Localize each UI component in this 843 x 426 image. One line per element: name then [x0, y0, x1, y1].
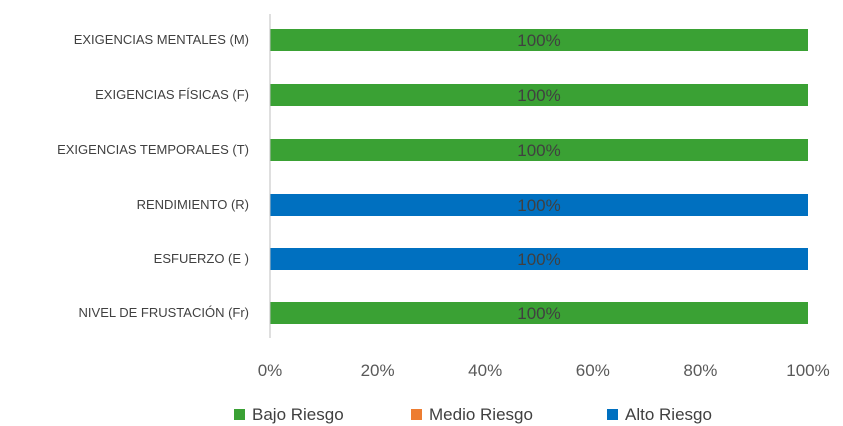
data-label-2: 100% — [517, 86, 560, 105]
x-tick-label-1: 0% — [258, 361, 283, 380]
x-tick-label-6: 100% — [786, 361, 829, 380]
category-label-2: EXIGENCIAS FÍSICAS (F) — [95, 87, 249, 102]
bar-1-series-1 — [270, 29, 808, 51]
category-label-1: EXIGENCIAS MENTALES (M) — [74, 32, 249, 47]
legend-swatch-3 — [607, 409, 618, 420]
data-label-4: 100% — [517, 196, 560, 215]
data-labels: 100% 100% 100% 100% 100% 100% — [517, 31, 560, 323]
legend-label-2: Medio Riesgo — [429, 405, 533, 424]
data-label-6: 100% — [517, 304, 560, 323]
x-tick-label-5: 80% — [683, 361, 717, 380]
bar-4-series-3 — [270, 194, 808, 216]
legend: Bajo Riesgo Medio Riesgo Alto Riesgo — [234, 405, 712, 424]
data-label-3: 100% — [517, 141, 560, 160]
legend-swatch-1 — [234, 409, 245, 420]
bar-5-series-3 — [270, 248, 808, 270]
category-label-3: EXIGENCIAS TEMPORALES (T) — [57, 142, 249, 157]
data-label-5: 100% — [517, 250, 560, 269]
x-tick-label-4: 60% — [576, 361, 610, 380]
bar-2-series-1 — [270, 84, 808, 106]
legend-label-3: Alto Riesgo — [625, 405, 712, 424]
legend-swatch-2 — [411, 409, 422, 420]
bar-3-series-1 — [270, 139, 808, 161]
x-tick-label-2: 20% — [361, 361, 395, 380]
bars-group — [270, 29, 808, 324]
x-tick-label-3: 40% — [468, 361, 502, 380]
category-labels: EXIGENCIAS MENTALES (M) EXIGENCIAS FÍSICA… — [57, 32, 249, 320]
category-label-4: RENDIMIENTO (R) — [137, 197, 249, 212]
bar-6-series-1 — [270, 302, 808, 324]
category-label-5: ESFUERZO (E ) — [154, 251, 249, 266]
data-label-1: 100% — [517, 31, 560, 50]
x-tick-labels: 0% 20% 40% 60% 80% 100% — [258, 361, 830, 380]
category-label-6: NIVEL DE FRUSTACIÓN (Fr) — [79, 305, 249, 320]
legend-label-1: Bajo Riesgo — [252, 405, 344, 424]
